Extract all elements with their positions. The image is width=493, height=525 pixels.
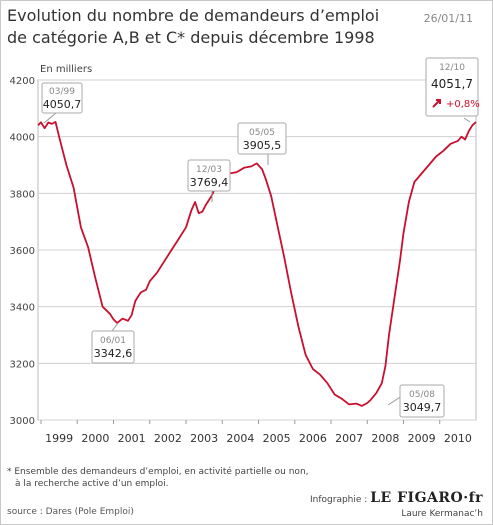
author: Laure Kermanac’h: [401, 509, 483, 519]
title-line-2: de catégorie A,B et C* depuis décembre 1…: [7, 28, 375, 47]
x-tick-label: 2002: [154, 432, 182, 445]
annotation-date: 12/10: [439, 63, 465, 73]
annotation-peak-2005: 05/05 3905,5: [237, 122, 287, 165]
annotation-value: 4051,7: [431, 77, 473, 91]
y-tick-label: 3400: [10, 303, 35, 314]
x-tick-label: 2006: [299, 432, 327, 445]
annotation-date: 03/99: [49, 87, 75, 97]
x-tick-label: 2010: [444, 432, 472, 445]
credit-prefix: Infographie :: [310, 495, 368, 505]
annotation-value: 3049,7: [403, 401, 442, 414]
chart-title: Evolution du nombre de demandeurs d’empl…: [7, 5, 407, 49]
annotation-value: 3342,6: [94, 347, 133, 360]
annotation-latest-2010: 12/10 4051,7 +0,8%: [425, 57, 480, 123]
y-tick-label: 4000: [10, 133, 35, 144]
arrow-up-right-icon: [432, 99, 441, 108]
annotation-low-2001: 06/01 3342,6: [91, 322, 135, 364]
annotation-value: 3905,5: [243, 139, 282, 152]
publication-date: 26/01/11: [423, 12, 473, 25]
annotation-low-2008: 05/08 3049,7: [387, 384, 445, 418]
x-tick-label: 2008: [371, 432, 399, 445]
footnote-line-1: * Ensemble des demandeurs d’emploi, en a…: [7, 467, 309, 477]
le-figaro-logo: LE FIGARO·fr: [370, 490, 483, 506]
credit-block: Infographie : LE FIGARO·fr Laure Kermana…: [310, 490, 483, 519]
x-tick-label: 2001: [118, 432, 146, 445]
x-tick-label: 2004: [226, 432, 254, 445]
x-tick-label: 2000: [81, 432, 109, 445]
x-tick-label: 1999: [45, 432, 73, 445]
y-axis-label: En milliers: [40, 64, 93, 75]
x-tick-label: 2003: [190, 432, 218, 445]
annotation-date: 06/01: [100, 336, 126, 346]
annotation-date: 05/05: [249, 128, 275, 138]
annotation-peak-2003: 12/03 3769,4: [187, 159, 231, 202]
y-tick-label: 3200: [10, 359, 35, 370]
title-line-1: Evolution du nombre de demandeurs d’empl…: [7, 6, 380, 25]
x-tick-label: 2009: [408, 432, 436, 445]
annotation-change: +0,8%: [446, 99, 480, 110]
annotation-peak-1999: 03/99 4050,7: [41, 82, 83, 124]
annotation-value: 4050,7: [43, 98, 82, 111]
footnote-line-2: à la recherche active d’un emploi.: [15, 479, 169, 489]
y-tick-label: 3000: [10, 416, 35, 427]
annotation-date: 12/03: [196, 165, 222, 175]
y-tick-label: 3800: [10, 189, 35, 200]
source: source : Dares (Pole Emploi): [7, 507, 134, 517]
annotation-date: 05/08: [409, 390, 435, 400]
series-line: [37, 121, 477, 407]
x-tick-label: 2007: [335, 432, 363, 445]
annotation-value: 3769,4: [190, 176, 229, 189]
footnote: * Ensemble des demandeurs d’emploi, en a…: [7, 466, 309, 490]
y-tick-label: 3600: [10, 246, 35, 257]
y-tick-label: 4200: [10, 76, 35, 87]
x-tick-label: 2005: [263, 432, 291, 445]
